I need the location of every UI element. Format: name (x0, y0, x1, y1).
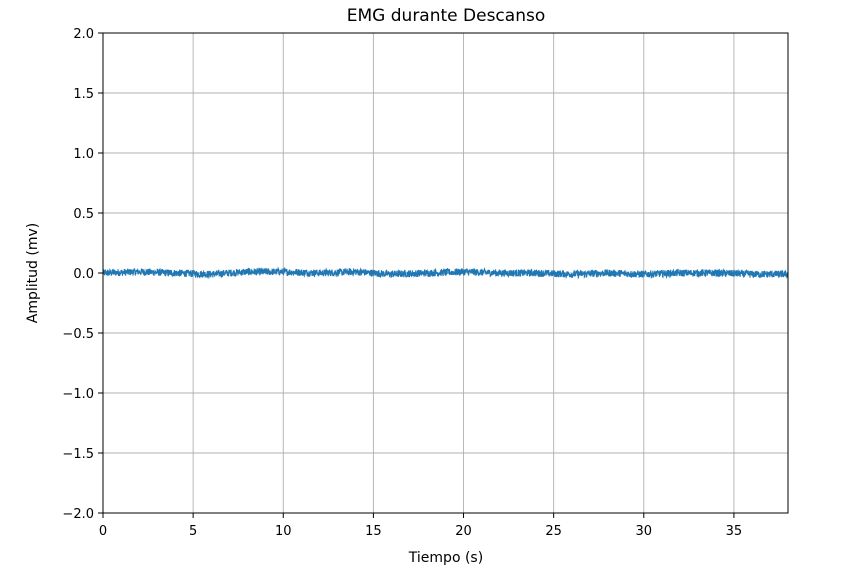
y-ticks: −2.0 −1.5 −1.0 −0.5 0.0 0.5 1.0 1.5 2.0 (62, 27, 103, 522)
y-tick-label: 0.5 (73, 207, 94, 222)
emg-signal-line (102, 266, 789, 280)
x-tick-label: 5 (189, 524, 197, 539)
series-layer (102, 266, 789, 280)
y-tick-label: 1.0 (73, 147, 94, 162)
x-tick-label: 25 (545, 524, 562, 539)
x-tick-label: 35 (726, 524, 743, 539)
x-tick-label: 0 (99, 524, 107, 539)
y-tick-label: −0.5 (62, 327, 94, 342)
y-axis-label: Amplitud (mv) (25, 223, 41, 323)
x-tick-label: 30 (636, 524, 653, 539)
x-tick-label: 20 (455, 524, 472, 539)
x-axis-label: Tiempo (s) (408, 550, 483, 566)
y-tick-label: 1.5 (73, 87, 94, 102)
y-tick-label: −1.5 (62, 447, 94, 462)
y-tick-label: 2.0 (73, 27, 94, 42)
y-tick-label: 0.0 (73, 267, 94, 282)
y-tick-label: −2.0 (62, 507, 94, 522)
x-tick-label: 10 (275, 524, 292, 539)
chart-title: EMG durante Descanso (347, 6, 545, 26)
x-ticks: 0 5 10 15 20 25 30 35 (99, 513, 742, 539)
x-tick-label: 15 (365, 524, 382, 539)
y-tick-label: −1.0 (62, 387, 94, 402)
